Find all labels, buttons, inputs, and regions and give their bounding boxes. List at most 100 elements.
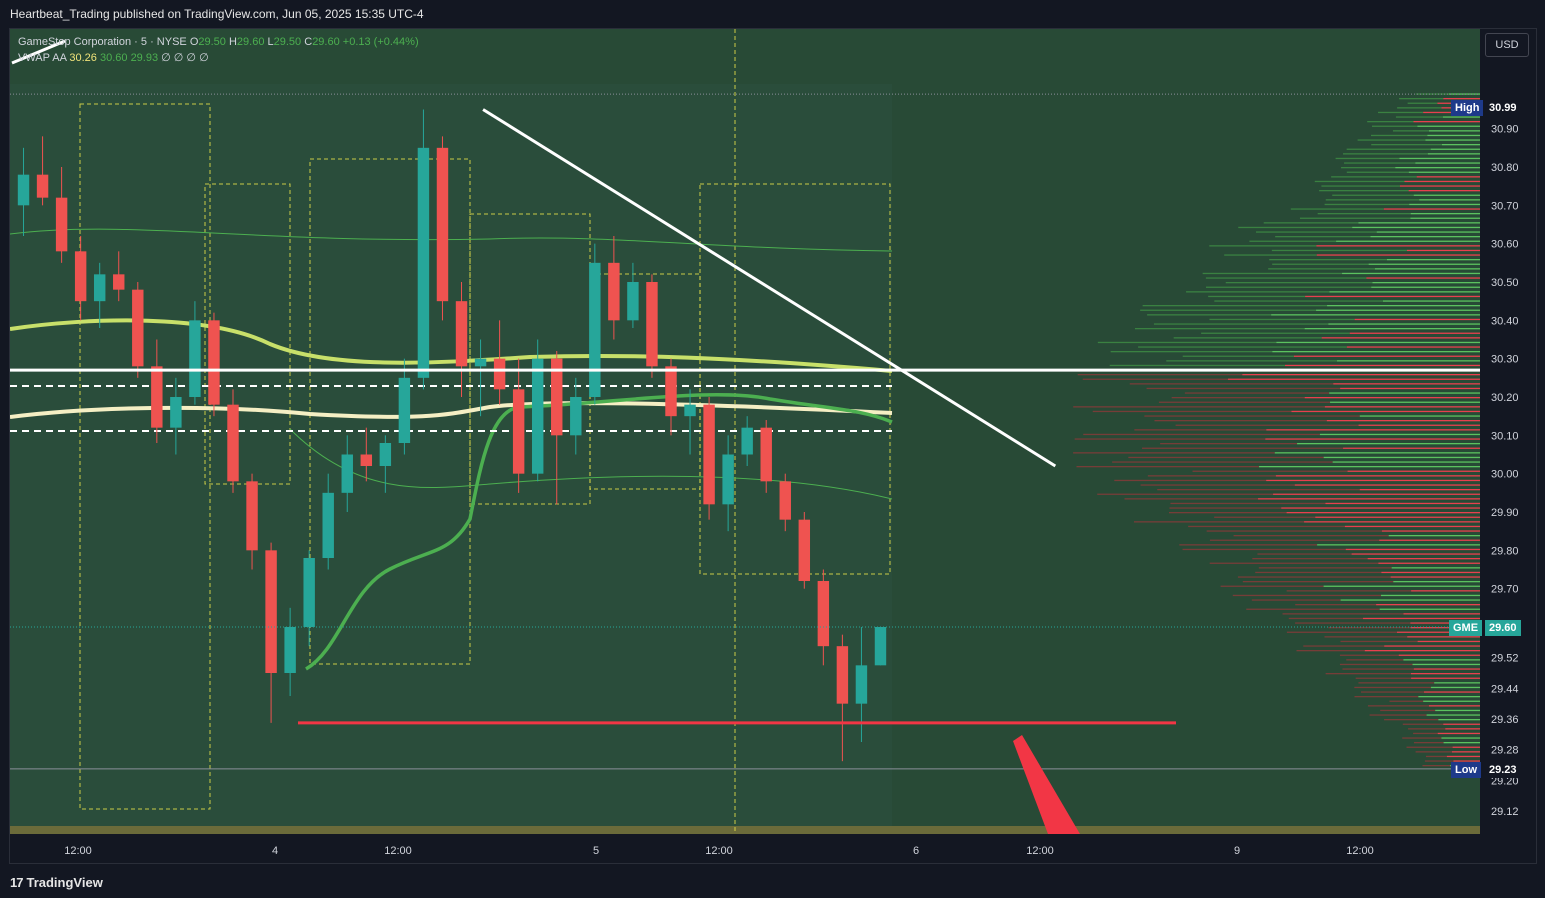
x-tick-label: 12:00 bbox=[64, 845, 92, 857]
volume-profile-bar bbox=[1214, 300, 1383, 302]
publisher-text: Heartbeat_Trading published on TradingVi… bbox=[10, 7, 424, 21]
last-price-badge: GME bbox=[1449, 620, 1483, 636]
candle-body bbox=[93, 274, 106, 302]
volume-profile-bar bbox=[1329, 392, 1480, 394]
volume-profile-bar bbox=[1346, 659, 1404, 661]
volume-profile-bar bbox=[1073, 452, 1275, 454]
volume-profile-bar bbox=[1446, 755, 1480, 758]
volume-profile-bar bbox=[1288, 617, 1364, 620]
volume-profile-bar bbox=[1413, 668, 1480, 670]
y-tick-label: 29.80 bbox=[1491, 545, 1519, 557]
volume-profile-bar bbox=[1315, 516, 1480, 518]
volume-profile-bar bbox=[1443, 98, 1480, 100]
volume-profile-bar bbox=[1391, 567, 1480, 569]
volume-profile-bar bbox=[1232, 594, 1381, 597]
volume-profile-bar bbox=[1397, 107, 1442, 109]
volume-profile-bar bbox=[1330, 401, 1480, 403]
volume-profile-bar bbox=[1332, 194, 1414, 196]
x-tick-label: 9 bbox=[1234, 845, 1240, 857]
volume-profile-bar bbox=[1386, 259, 1480, 261]
volume-profile-bar bbox=[1381, 571, 1480, 574]
volume-profile-bar bbox=[1271, 314, 1480, 316]
candle-body bbox=[817, 581, 830, 647]
volume-profile-bar bbox=[1182, 355, 1294, 357]
volume-profile-bar bbox=[1166, 360, 1338, 362]
volume-profile-bar bbox=[1077, 374, 1243, 376]
volume-profile-bar bbox=[1186, 291, 1330, 293]
legend-vwap-3: 29.93 bbox=[130, 52, 159, 64]
tradingview-footer[interactable]: 17 TradingView bbox=[10, 875, 103, 890]
volume-profile-bar bbox=[1437, 732, 1480, 735]
legend-open: 29.50 bbox=[198, 36, 226, 48]
volume-profile-bar bbox=[1335, 157, 1400, 160]
volume-profile-bar bbox=[1144, 415, 1360, 417]
candle-body bbox=[379, 443, 392, 466]
candle-body bbox=[189, 320, 201, 397]
y-tick-label: 30.30 bbox=[1491, 354, 1519, 366]
volume-profile-bar bbox=[1411, 590, 1480, 592]
volume-profile-bar bbox=[1173, 337, 1322, 339]
volume-profile-bar bbox=[1409, 203, 1480, 206]
volume-profile-bar bbox=[1282, 613, 1404, 615]
currency-button[interactable]: USD bbox=[1485, 33, 1529, 57]
volume-profile-bar bbox=[1367, 121, 1414, 123]
legend-open-label: O bbox=[189, 36, 199, 48]
last-badge-value: 29.60 bbox=[1489, 622, 1517, 634]
volume-profile-bar bbox=[1410, 627, 1480, 629]
volume-profile-bar bbox=[1371, 125, 1418, 127]
volume-profile-bar bbox=[1140, 309, 1317, 311]
candle-body bbox=[741, 427, 753, 455]
high-value-badge: 30.99 bbox=[1485, 100, 1521, 116]
volume-profile-bar bbox=[1374, 268, 1480, 270]
volume-profile-bar bbox=[1367, 558, 1480, 560]
volume-profile-bar bbox=[1154, 420, 1327, 422]
volume-profile-bar bbox=[1413, 732, 1438, 735]
y-tick-label: 29.12 bbox=[1491, 806, 1519, 818]
y-tick-label: 30.00 bbox=[1491, 469, 1519, 481]
volume-profile-bar bbox=[1224, 254, 1317, 256]
volume-profile-bar bbox=[1140, 484, 1295, 486]
volume-profile-bar bbox=[1299, 217, 1411, 219]
volume-profile-bar bbox=[1337, 360, 1480, 362]
candle-body bbox=[836, 646, 849, 704]
candle-body bbox=[855, 665, 868, 704]
volume-profile-bar bbox=[1158, 401, 1331, 403]
volume-profile-bar bbox=[1372, 282, 1480, 284]
volume-profile-bar bbox=[1092, 410, 1292, 413]
x-tick-label: 12:00 bbox=[1026, 845, 1054, 857]
candle-body bbox=[608, 262, 620, 321]
volume-profile-bar bbox=[1202, 272, 1343, 275]
volume-profile-bar bbox=[1169, 507, 1282, 509]
volume-profile-bar bbox=[1379, 608, 1480, 610]
candle-body bbox=[589, 262, 601, 397]
volume-profile-bar bbox=[1359, 489, 1480, 491]
y-tick-label: 29.52 bbox=[1491, 653, 1519, 665]
resistance-trendline bbox=[482, 108, 1057, 468]
legend-close: 29.60 bbox=[312, 36, 340, 48]
candle-body bbox=[779, 481, 791, 520]
candle-body bbox=[246, 481, 258, 551]
volume-profile-bar bbox=[1344, 162, 1416, 164]
price-chart[interactable]: 31.1030.9030.8030.7030.6030.5030.4030.30… bbox=[10, 29, 1536, 863]
volume-profile-bar bbox=[1319, 190, 1409, 192]
volume-profile-bar bbox=[1146, 387, 1341, 390]
volume-profile-bar bbox=[1285, 364, 1480, 367]
candle-body bbox=[684, 404, 696, 417]
volume-profile-bar bbox=[1324, 406, 1480, 408]
volume-profile-bar bbox=[1402, 737, 1442, 739]
volume-profile-bar bbox=[1388, 535, 1480, 537]
volume-profile-bar bbox=[1442, 116, 1480, 118]
volume-profile-bar bbox=[1435, 709, 1480, 712]
volume-profile-bar bbox=[1340, 599, 1480, 601]
tradingview-logo-icon: 17 bbox=[10, 875, 24, 890]
volume-profile-bar bbox=[1343, 447, 1480, 449]
volume-profile-bar bbox=[1378, 562, 1480, 564]
legend-vwap-1: 30.26 bbox=[69, 52, 97, 64]
volume-profile-bar bbox=[1430, 686, 1480, 689]
volume-profile-bar bbox=[1336, 240, 1480, 242]
chart-panel[interactable]: 31.1030.9030.8030.7030.6030.5030.4030.30… bbox=[9, 28, 1537, 864]
volume-profile-bar bbox=[1138, 346, 1347, 348]
volume-profile-bar bbox=[1275, 236, 1371, 238]
legend-change: +0.13 (+0.44%) bbox=[342, 36, 419, 48]
legend-symbol: GameStop Corporation · 5 · NYSE bbox=[18, 36, 187, 48]
